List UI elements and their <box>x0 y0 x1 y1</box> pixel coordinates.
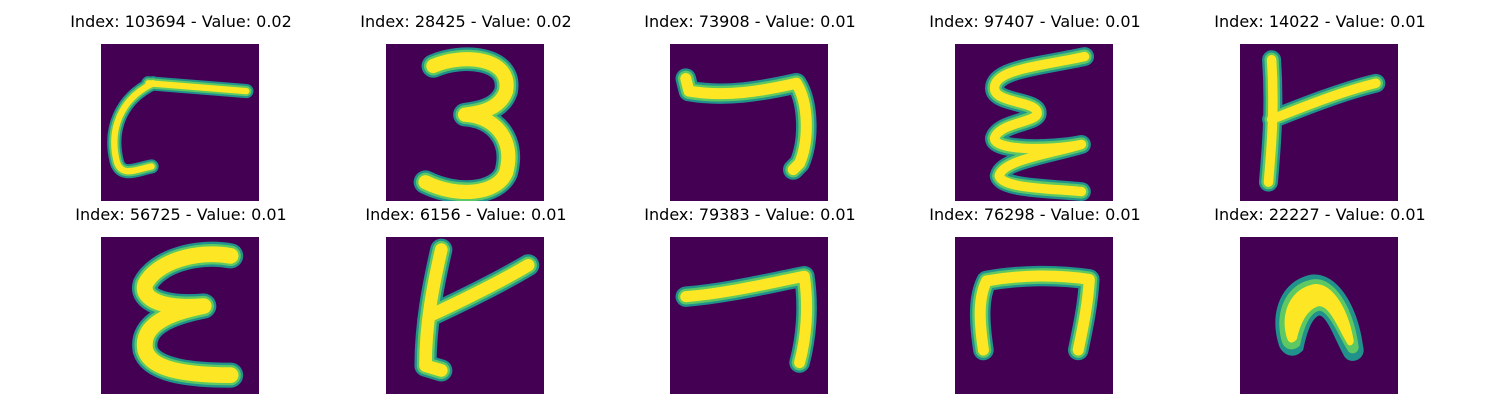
panel-title: Index: 73908 - Value: 0.01 <box>644 12 856 31</box>
panel-title: Index: 22227 - Value: 0.01 <box>1214 205 1426 224</box>
image-panel-3: Index: 73908 - Value: 0.01 <box>620 10 880 201</box>
digit-image <box>1240 44 1398 201</box>
image-panel-10: Index: 22227 - Value: 0.01 <box>1190 203 1450 394</box>
panel-title: Index: 56725 - Value: 0.01 <box>75 205 287 224</box>
panel-title: Index: 6156 - Value: 0.01 <box>365 205 567 224</box>
digit-image <box>101 237 259 394</box>
panel-title: Index: 76298 - Value: 0.01 <box>929 205 1141 224</box>
digit-image <box>386 237 544 394</box>
digit-image <box>1240 237 1398 394</box>
image-panel-1: Index: 103694 - Value: 0.02 <box>51 10 311 201</box>
panel-title: Index: 14022 - Value: 0.01 <box>1214 12 1426 31</box>
panel-title: Index: 97407 - Value: 0.01 <box>929 12 1141 31</box>
panel-title: Index: 79383 - Value: 0.01 <box>644 205 856 224</box>
panel-title: Index: 103694 - Value: 0.02 <box>70 12 292 31</box>
digit-image <box>101 44 259 201</box>
image-panel-8: Index: 79383 - Value: 0.01 <box>620 203 880 394</box>
image-panel-2: Index: 28425 - Value: 0.02 <box>336 10 596 201</box>
image-panel-7: Index: 6156 - Value: 0.01 <box>336 203 596 394</box>
digit-image <box>955 237 1113 394</box>
image-panel-5: Index: 14022 - Value: 0.01 <box>1190 10 1450 201</box>
digit-image <box>670 237 828 394</box>
panel-title: Index: 28425 - Value: 0.02 <box>360 12 572 31</box>
digit-image <box>670 44 828 201</box>
image-panel-4: Index: 97407 - Value: 0.01 <box>905 10 1165 201</box>
image-panel-9: Index: 76298 - Value: 0.01 <box>905 203 1165 394</box>
image-panel-6: Index: 56725 - Value: 0.01 <box>51 203 311 394</box>
digit-image <box>955 44 1113 201</box>
digit-image <box>386 44 544 201</box>
